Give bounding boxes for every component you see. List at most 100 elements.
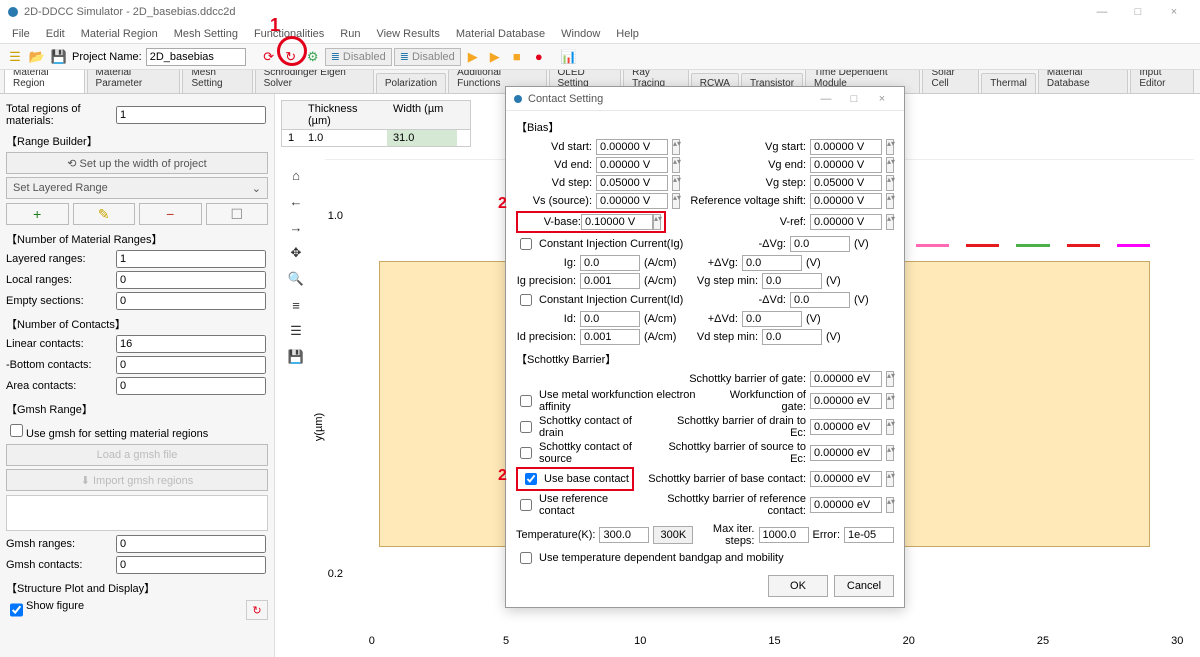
y-axis-label: y(µm) [313, 412, 325, 440]
vref-input[interactable] [810, 214, 882, 230]
menu-file[interactable]: File [4, 28, 38, 40]
stop-icon[interactable]: ■ [507, 47, 527, 67]
menu-edit[interactable]: Edit [38, 28, 73, 40]
forward-icon[interactable]: → [287, 218, 305, 236]
menu-material-database[interactable]: Material Database [448, 28, 553, 40]
configeddi-icon[interactable]: ≡ [287, 296, 305, 314]
pvd-input[interactable] [742, 311, 802, 327]
scd-checkbox[interactable] [520, 421, 532, 433]
set-width-button[interactable]: ⟲ Set up the width of project [6, 152, 268, 174]
menu-mesh-setting[interactable]: Mesh Setting [166, 28, 246, 40]
pvg-input[interactable] [742, 255, 802, 271]
save-icon[interactable]: 💾 [49, 47, 69, 67]
window-title: 2D-DDCC Simulator - 2D_basebias.ddcc2d [24, 6, 236, 18]
thickness-cell[interactable]: 1.0 [302, 130, 387, 146]
cig-checkbox[interactable] [520, 238, 532, 250]
disabled-2[interactable]: ≣Disabled [394, 48, 461, 66]
vbase-label: V-base: [521, 216, 581, 228]
save-plot-icon[interactable]: 💾 [287, 348, 305, 366]
set-layered-range[interactable]: Set Layered Range⌄ [6, 177, 268, 199]
reload-icon[interactable]: ⟳ [259, 47, 279, 67]
maximize-button[interactable]: □ [1120, 6, 1156, 18]
scs-checkbox[interactable] [520, 447, 532, 459]
vdsm-input[interactable] [762, 329, 822, 345]
tab-thermal[interactable]: Thermal [981, 73, 1036, 93]
maxiter-input[interactable] [759, 527, 809, 543]
annotation-2b: 2 [498, 467, 507, 485]
settings-icon[interactable]: ⚙ [303, 47, 323, 67]
back-icon[interactable]: ← [287, 192, 305, 210]
annotation-2: 2 [498, 195, 507, 213]
range-builder-title: Range Builder [6, 133, 268, 149]
minimize-button[interactable]: — [1084, 6, 1120, 18]
tab-polarization[interactable]: Polarization [376, 73, 446, 93]
config-icon[interactable]: ☰ [287, 322, 305, 340]
disabled-1[interactable]: ≣Disabled [325, 48, 392, 66]
width-cell[interactable]: 31.0 [387, 130, 457, 146]
vbase-highlight: V-base: ▴▾ [516, 211, 666, 233]
open-icon[interactable]: 📂 [27, 47, 47, 67]
wf-input[interactable] [810, 393, 882, 409]
dialog-max[interactable]: □ [840, 93, 868, 105]
sbs-input[interactable] [810, 445, 882, 461]
gmsh-list [6, 495, 268, 531]
edit-button[interactable]: ✎ [73, 203, 136, 225]
play2-icon[interactable]: ▶ [485, 47, 505, 67]
menu-help[interactable]: Help [608, 28, 647, 40]
refresh-icon[interactable]: ↻ [281, 47, 301, 67]
ok-button[interactable]: OK [768, 575, 828, 597]
sbg-input[interactable] [810, 371, 882, 387]
row-index: 1 [282, 130, 302, 146]
igp-input[interactable] [580, 273, 640, 289]
refresh-plot-icon[interactable]: ↻ [246, 600, 268, 620]
project-name-label: Project Name: [72, 51, 142, 63]
dvg-input[interactable] [790, 236, 850, 252]
dvd-input[interactable] [790, 292, 850, 308]
sbr-input[interactable] [810, 497, 882, 513]
title-bar: 2D-DDCC Simulator - 2D_basebias.ddcc2d —… [0, 0, 1200, 24]
cid-checkbox[interactable] [520, 294, 532, 306]
plot-toolbar: ⌂ ← → ✥ 🔍 ≡ ☰ 💾 [287, 166, 305, 366]
clear-button[interactable]: ☐ [206, 203, 269, 225]
pan-icon[interactable]: ✥ [287, 244, 305, 262]
vbase-input[interactable] [581, 214, 653, 230]
id-input[interactable] [580, 311, 640, 327]
sidebar: Total regions of materials: Range Builde… [0, 94, 275, 657]
close-button[interactable]: × [1156, 6, 1192, 18]
idp-input[interactable] [580, 329, 640, 345]
ig-input[interactable] [580, 255, 640, 271]
home-icon[interactable]: ⌂ [287, 166, 305, 184]
menu-run[interactable]: Run [332, 28, 368, 40]
chart-icon[interactable]: 📊 [559, 47, 579, 67]
ubc-checkbox[interactable] [525, 473, 537, 485]
temp-input[interactable] [599, 527, 649, 543]
import-gmsh-button[interactable]: ⬇ Import gmsh regions [6, 469, 268, 491]
menu-functionalities[interactable]: Functionalities [246, 28, 332, 40]
remove-button[interactable]: − [139, 203, 202, 225]
zoom-icon[interactable]: 🔍 [287, 270, 305, 288]
use-gmsh-checkbox[interactable] [10, 424, 23, 437]
add-button[interactable]: + [6, 203, 69, 225]
total-regions-input[interactable] [116, 106, 266, 124]
project-name-input[interactable] [146, 48, 246, 66]
load-gmsh-button[interactable]: Load a gmsh file [6, 444, 268, 466]
dialog-min[interactable]: — [812, 93, 840, 105]
temp-300k-button[interactable]: 300K [653, 526, 693, 544]
dialog-close[interactable]: × [868, 93, 896, 105]
menu-material-region[interactable]: Material Region [73, 28, 166, 40]
menu-view-results[interactable]: View Results [368, 28, 447, 40]
tdbm-checkbox[interactable] [520, 552, 532, 564]
menu-window[interactable]: Window [553, 28, 608, 40]
record-icon[interactable]: ● [529, 47, 549, 67]
contact-setting-dialog: Contact Setting — □ × Bias Vd start:▴▾Vg… [505, 86, 905, 608]
error-input[interactable] [844, 527, 894, 543]
show-figure-checkbox[interactable] [10, 603, 23, 617]
cancel-button[interactable]: Cancel [834, 575, 894, 597]
use-metal-checkbox[interactable] [520, 395, 532, 407]
urc-checkbox[interactable] [520, 499, 532, 511]
sbb-input[interactable] [810, 471, 882, 487]
new-icon[interactable]: ☰ [5, 47, 25, 67]
sbd-input[interactable] [810, 419, 882, 435]
vgsm-input[interactable] [762, 273, 822, 289]
play-icon[interactable]: ▶ [463, 47, 483, 67]
